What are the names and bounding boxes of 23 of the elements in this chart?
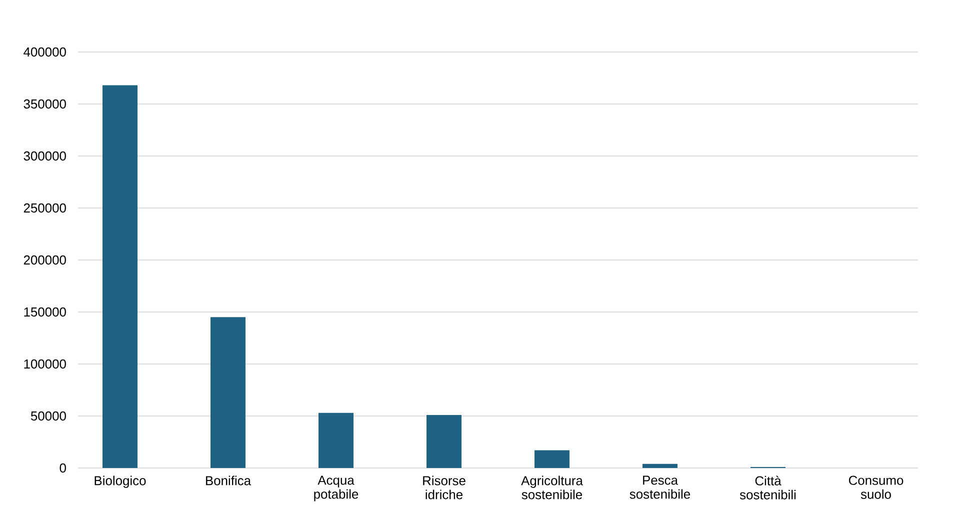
y-tick-label: 100000 [24,359,66,369]
x-tick-label: Consumo suolo [848,476,904,499]
x-tick-label: Acqua potabile [314,476,358,502]
y-tick-label: 0 [60,463,66,473]
y-tick-label: 50000 [30,411,66,421]
x-tick-label: Bonifica [206,476,252,486]
y-tick-label: 400000 [24,47,66,57]
y-tick-label: 150000 [24,307,66,317]
x-tick-label: Risorse idriche [423,476,466,500]
y-tick-label: 250000 [24,203,66,213]
y-tick-label: 200000 [24,255,66,265]
bar [102,85,138,468]
bar [318,412,354,468]
x-tick-label: Città sostenibili [740,476,796,500]
y-tick-label: 350000 [24,99,66,109]
bar [210,317,246,468]
bar [426,414,462,468]
bar [534,450,570,468]
bar [642,464,678,468]
x-tick-label: Biologico [94,476,146,488]
x-tick-label: Pesca sostenibile [630,476,690,499]
y-tick-label: 300000 [24,151,66,161]
x-tick-label: Agricoltura sostenibile [521,476,583,500]
